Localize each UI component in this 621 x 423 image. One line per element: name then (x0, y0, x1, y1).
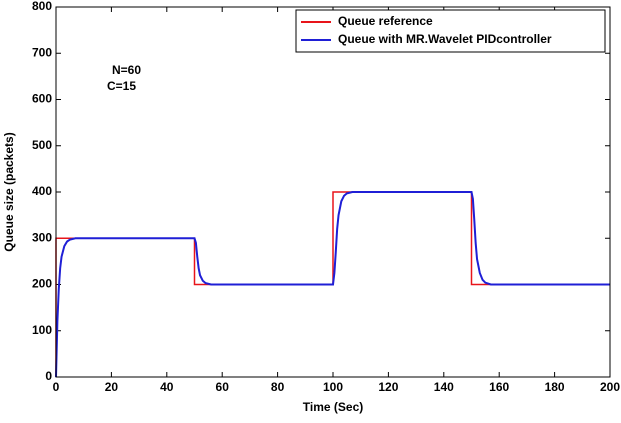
data-line (55, 191, 610, 378)
y-tick-label: 400 (32, 184, 52, 198)
y-tick-label: 300 (32, 230, 52, 244)
y-tick-label: 500 (32, 138, 52, 152)
y-tick-label: 700 (32, 45, 52, 59)
x-tick-label: 60 (216, 380, 230, 394)
x-tick-label: 180 (545, 380, 565, 394)
x-axis-label: Time (Sec) (303, 400, 363, 414)
legend-label: Queue with MR.Wavelet PIDcontroller (338, 32, 552, 46)
annotation: N=60 (112, 63, 141, 77)
x-tick-label: 140 (434, 380, 454, 394)
y-tick-label: 600 (32, 92, 52, 106)
y-tick-label: 100 (32, 323, 52, 337)
plot-frame (55, 6, 611, 378)
annotation: C=15 (107, 79, 136, 93)
y-axis-label: Queue size (packets) (2, 132, 16, 251)
x-tick-label: 0 (53, 380, 60, 394)
x-tick-label: 200 (600, 380, 620, 394)
x-tick-label: 160 (489, 380, 509, 394)
y-tick-label: 200 (32, 277, 52, 291)
x-tick-label: 40 (160, 380, 174, 394)
y-tick-label: 0 (45, 369, 52, 383)
x-tick-label: 80 (271, 380, 285, 394)
x-tick-label: 120 (378, 380, 398, 394)
legend-box (295, 9, 606, 53)
x-tick-label: 100 (323, 380, 343, 394)
legend-label: Queue reference (338, 14, 433, 28)
y-tick-label: 800 (32, 0, 52, 13)
x-tick-label: 20 (105, 380, 119, 394)
